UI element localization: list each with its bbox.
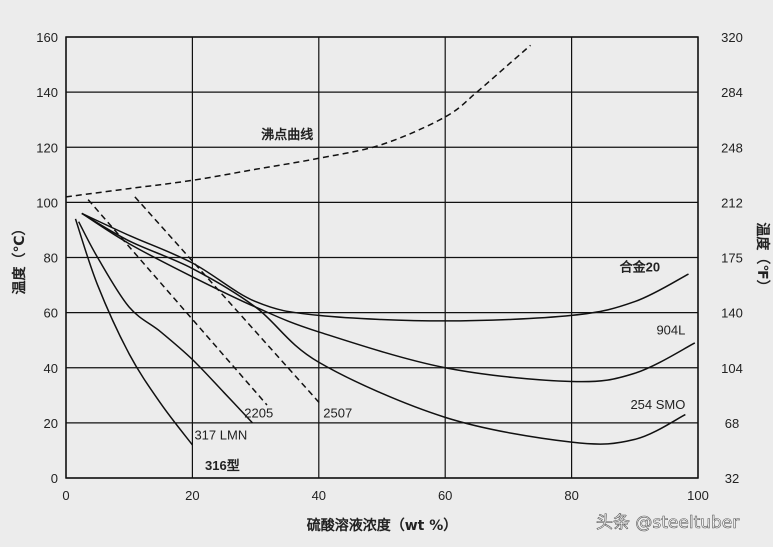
y-right-axis-label: 温度（℉） xyxy=(754,222,771,293)
series-line-合金20 xyxy=(81,212,689,322)
x-tick-label: 60 xyxy=(438,488,452,503)
y-right-tick-label: 175 xyxy=(721,251,743,266)
x-axis-label: 硫酸溶液浓度（wt %） xyxy=(307,517,458,534)
x-tick-label: 40 xyxy=(312,488,326,503)
y-tick-label: 20 xyxy=(44,416,58,431)
y-tick-label: 160 xyxy=(36,30,58,45)
series-label-2205: 2205 xyxy=(244,405,273,420)
x-tick-label: 20 xyxy=(185,488,199,503)
series-line-904L xyxy=(81,212,696,383)
y-tick-label: 100 xyxy=(36,195,58,210)
y-tick-label: 40 xyxy=(44,361,58,376)
series-labels: 沸点曲线 316型 317 LMN 2205 2507 合金20 904L 254 SMO xyxy=(194,127,685,473)
y-tick-label: 140 xyxy=(36,85,58,100)
y-tick-label: 0 xyxy=(51,471,58,486)
y-right-tick-label: 140 xyxy=(721,306,743,321)
y-tick-label: 60 xyxy=(44,306,58,321)
series-line-317-LMN xyxy=(77,221,253,424)
y-right-tick-label: 248 xyxy=(721,140,743,155)
grid xyxy=(65,36,699,479)
y-right-tick-label: 104 xyxy=(721,361,743,376)
series-label-沸点曲线: 沸点曲线 xyxy=(261,127,313,142)
x-tick-label: 80 xyxy=(564,488,578,503)
y-right-tick-label: 32 xyxy=(725,471,739,486)
y-right-tick-label: 320 xyxy=(721,30,743,45)
y-tick-label: 80 xyxy=(44,251,58,266)
ticks: 0 20 40 60 80 100 0 32 20 68 40 104 60 140 80 175 100 212… xyxy=(36,30,743,503)
series-label-317-LMN: 317 LMN xyxy=(194,427,247,442)
series-label-合金20: 合金20 xyxy=(620,259,660,274)
y-tick-label: 120 xyxy=(36,140,58,155)
series-label-904L: 904L xyxy=(656,323,685,338)
series-lines xyxy=(65,44,696,446)
y-right-tick-label: 68 xyxy=(725,416,739,431)
series-line-2205 xyxy=(87,199,268,406)
watermark: 头条 @steeltuber xyxy=(596,513,739,533)
y-right-tick-label: 284 xyxy=(721,85,743,100)
series-label-254-SMO: 254 SMO xyxy=(630,397,685,412)
series-line-2507 xyxy=(134,196,321,405)
y-axis-label: 温度（℃） xyxy=(11,222,28,295)
series-line-254-SMO xyxy=(81,212,686,445)
x-tick-label: 100 xyxy=(687,488,709,503)
series-line-沸点曲线 xyxy=(65,44,532,198)
y-right-tick-label: 212 xyxy=(721,195,743,210)
series-label-316型: 316型 xyxy=(205,458,240,473)
series-line-316型 xyxy=(74,218,193,446)
x-tick-label: 0 xyxy=(62,488,69,503)
series-label-2507: 2507 xyxy=(323,405,352,420)
